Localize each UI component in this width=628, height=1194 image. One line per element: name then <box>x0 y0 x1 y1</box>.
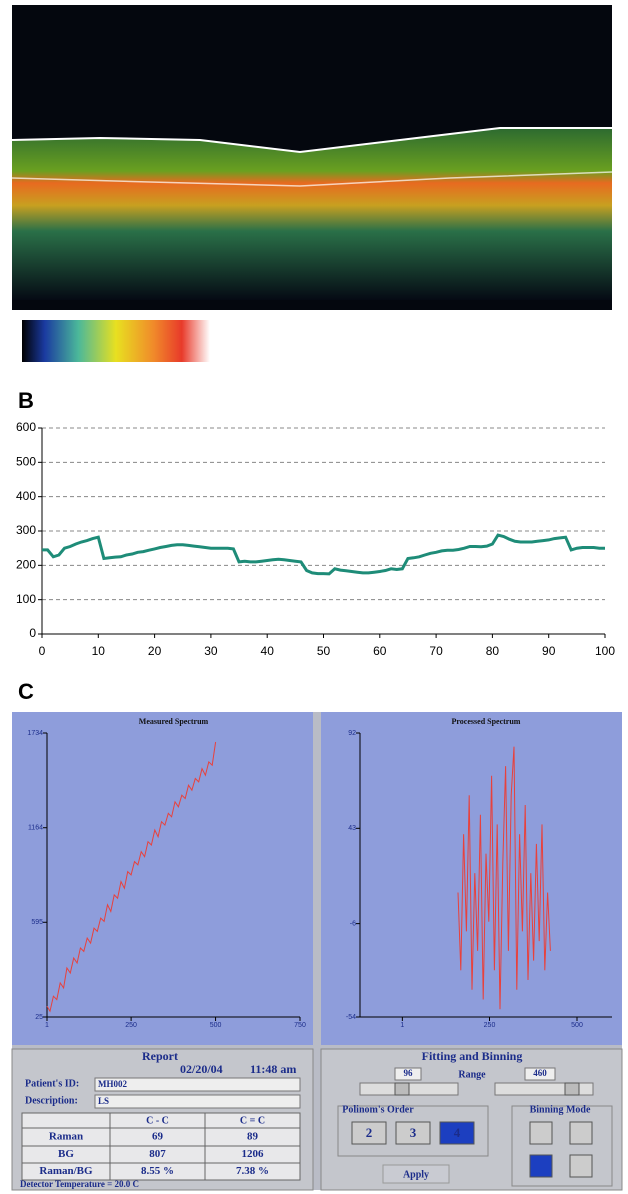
y-tick-label: 92 <box>348 730 356 737</box>
order-label: Polinom's Order <box>342 1104 414 1115</box>
chart-title: Processed Spectrum <box>452 717 521 726</box>
x-tick-label: 750 <box>294 1022 306 1029</box>
y-tick-label: 100 <box>16 592 36 606</box>
detector-temperature: Detector Temperature = 20.0 C <box>20 1179 139 1189</box>
x-tick-label: 90 <box>542 644 556 658</box>
table-cell: 807 <box>149 1148 166 1160</box>
y-tick-label: 600 <box>16 420 36 434</box>
order-button[interactable] <box>351 1121 387 1145</box>
panel-label: C <box>18 679 34 704</box>
table-cell: 7.38 % <box>236 1165 269 1177</box>
range-label: Range <box>458 1069 486 1080</box>
x-tick-label: 70 <box>429 644 443 658</box>
order-label: 4 <box>454 1125 461 1140</box>
y-tick-label: 595 <box>31 919 43 926</box>
plot-panel <box>321 712 622 1045</box>
table-cell: 8.55 % <box>141 1165 174 1177</box>
data-line <box>457 746 551 1010</box>
x-tick-label: 1 <box>400 1022 404 1029</box>
binning-button[interactable] <box>529 1121 553 1145</box>
order-button[interactable] <box>439 1121 475 1145</box>
x-tick-label: 50 <box>317 644 331 658</box>
color-bar <box>22 320 210 362</box>
slider-thumb[interactable] <box>564 1082 580 1096</box>
tissue-layer <box>12 128 612 300</box>
x-tick-label: 0 <box>39 644 46 658</box>
table-cell: 1206 <box>242 1148 265 1160</box>
range-max: 460 <box>533 1068 547 1078</box>
x-tick-label: 1 <box>45 1022 49 1029</box>
x-tick-label: 100 <box>595 644 615 658</box>
x-tick-label: 30 <box>204 644 218 658</box>
binning-button[interactable] <box>569 1121 593 1145</box>
spectrometer-ui: Report 02/20/04 11:48 am Patient's ID: M… <box>11 712 623 1191</box>
text-field[interactable] <box>94 1094 301 1109</box>
fitting-title: Fitting and Binning <box>422 1049 523 1063</box>
field-value: MH002 <box>98 1079 127 1089</box>
y-tick-label: -6 <box>350 920 356 927</box>
x-tick-label: 250 <box>484 1022 496 1029</box>
y-tick-label: 200 <box>16 558 36 572</box>
chart-title: Measured Spectrum <box>139 717 209 726</box>
group-box <box>337 1105 489 1157</box>
table-header: C - C <box>146 1115 169 1126</box>
y-tick-label: 300 <box>16 523 36 537</box>
y-tick-label: 1734 <box>27 730 43 737</box>
x-tick-label: 500 <box>210 1022 222 1029</box>
y-tick-label: 0 <box>29 626 36 640</box>
boundary <box>11 127 612 154</box>
binning-button[interactable] <box>529 1154 553 1178</box>
field-value: LS <box>98 1096 109 1106</box>
binning-button[interactable] <box>569 1154 593 1178</box>
order-label: 2 <box>366 1125 373 1140</box>
panel-label: B <box>18 388 34 413</box>
report-table: C - C C = C Raman 69 89 BG 807 1206 Raman/BG 8.55… <box>21 1112 301 1181</box>
order-label: 3 <box>410 1125 417 1140</box>
data-line <box>46 741 217 1013</box>
slider-thumb[interactable] <box>394 1082 410 1096</box>
range-field[interactable] <box>524 1067 556 1081</box>
time: 11:48 am <box>250 1062 296 1076</box>
binning-label: Binning Mode <box>530 1104 591 1115</box>
x-tick-label: 80 <box>486 644 500 658</box>
x-tick-label: 10 <box>92 644 106 658</box>
date: 02/20/04 <box>180 1062 223 1076</box>
row-label: Raman/BG <box>39 1165 93 1177</box>
table-cell: 69 <box>152 1131 164 1143</box>
apply-button[interactable] <box>382 1164 450 1184</box>
y-tick-label: 43 <box>348 825 356 832</box>
data-line <box>42 533 605 576</box>
y-tick-label: -54 <box>346 1014 356 1021</box>
group-box <box>511 1105 613 1187</box>
y-tick-label: 500 <box>16 455 36 469</box>
field-label: Description: <box>25 1095 78 1106</box>
order-button[interactable] <box>395 1121 431 1145</box>
row-label: Raman <box>49 1131 83 1143</box>
field-label: Patient's ID: <box>25 1078 79 1089</box>
plot-panel <box>12 712 313 1045</box>
x-tick-label: 40 <box>261 644 275 658</box>
x-tick-label: 20 <box>148 644 162 658</box>
y-tick-label: 400 <box>16 489 36 503</box>
apply-label: Apply <box>403 1169 429 1180</box>
table-cell: 89 <box>247 1131 259 1143</box>
y-tick-label: 25 <box>35 1014 43 1021</box>
x-tick-label: 500 <box>571 1022 583 1029</box>
text-field[interactable] <box>94 1077 301 1092</box>
boundary <box>11 171 613 187</box>
x-tick-label: 250 <box>125 1022 137 1029</box>
table-header: C = C <box>240 1115 265 1126</box>
range-min: 96 <box>404 1068 414 1078</box>
y-tick-label: 1164 <box>28 825 43 832</box>
range-field[interactable] <box>394 1067 422 1081</box>
order-buttons: 2 3 4 <box>351 1121 475 1145</box>
row-label: BG <box>58 1148 74 1160</box>
report-title: Report <box>142 1049 178 1063</box>
x-tick-label: 60 <box>373 644 387 658</box>
